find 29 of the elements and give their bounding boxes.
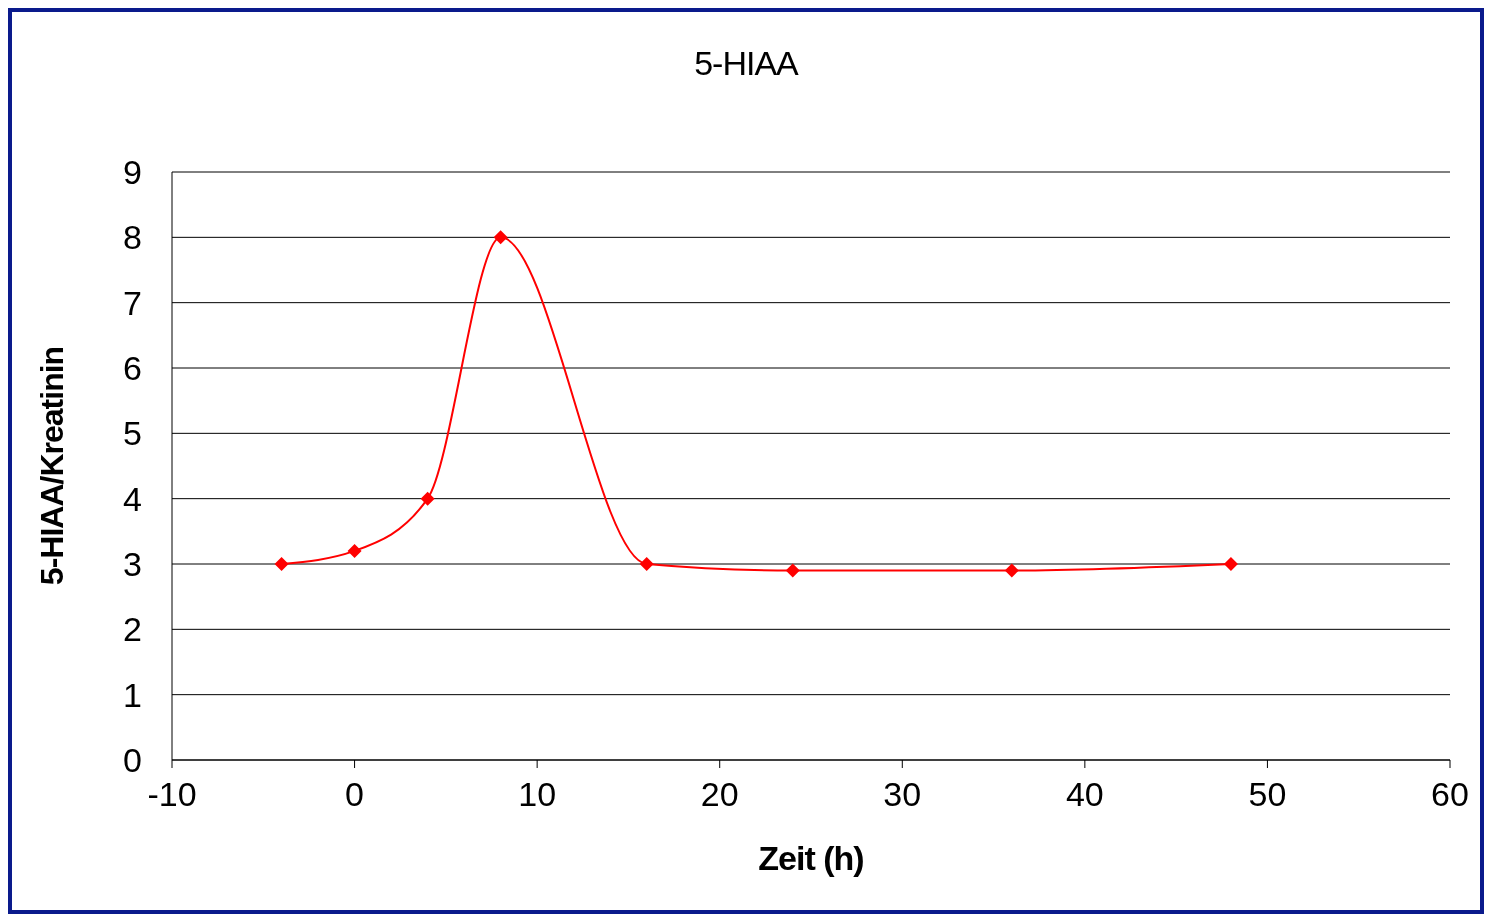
y-tick-label: 4 <box>123 479 142 518</box>
x-tick-label: 10 <box>518 775 557 814</box>
x-tick-label: 60 <box>1431 775 1469 814</box>
chart-title: 5-HIAA <box>693 44 800 83</box>
y-tick-label: 9 <box>123 153 142 192</box>
point <box>493 230 508 245</box>
y-tick-label: 3 <box>123 545 142 584</box>
x-tick-label: 30 <box>883 775 922 814</box>
x-axis-title: Zeit (h) <box>758 839 864 877</box>
y-tick-label: 0 <box>123 741 142 780</box>
point <box>347 543 362 558</box>
x-tick-label: 40 <box>1065 775 1104 814</box>
x-tick-label: -10 <box>147 775 197 814</box>
point <box>785 563 800 578</box>
point <box>1004 563 1019 578</box>
x-tick-label: 20 <box>700 775 739 814</box>
y-tick-label: 6 <box>123 349 142 388</box>
point <box>1223 557 1238 571</box>
y-tick-label: 1 <box>123 675 142 714</box>
point <box>274 557 289 571</box>
y-tick-label: 8 <box>123 218 142 257</box>
point <box>420 491 435 506</box>
y-tick-label: 7 <box>123 283 142 322</box>
y-tick-label: 2 <box>123 610 142 649</box>
y-tick-label: 5 <box>123 414 142 453</box>
x-tick-label: 0 <box>345 775 365 814</box>
point <box>639 557 654 571</box>
x-tick-label: 50 <box>1248 775 1287 814</box>
y-axis-title: 5-HIAA/Kreatinin <box>34 346 71 586</box>
